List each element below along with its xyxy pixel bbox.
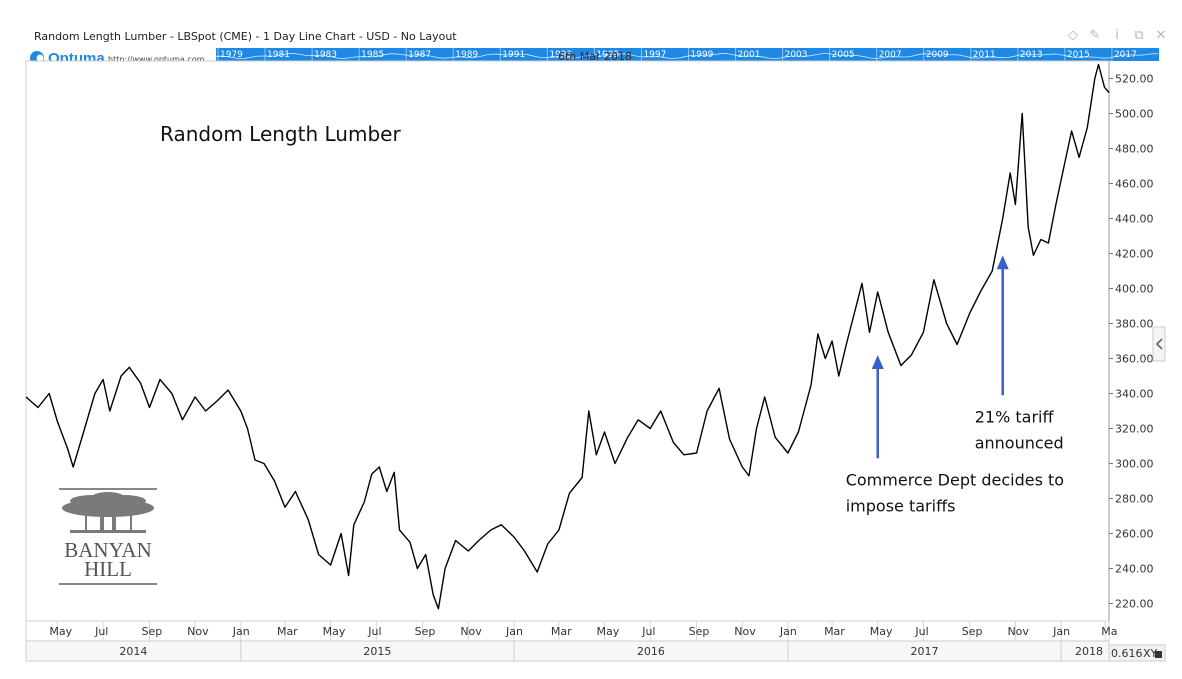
overview-year-label: 2013 (1020, 50, 1043, 60)
month-tick-label: Jan (505, 625, 523, 638)
overview-year-label: 1979 (220, 50, 243, 60)
overview-strip[interactable]: 1979 1981 1983 1985 1987 1989 1991 1993 1995 1997… (215, 48, 1159, 63)
xy-label: XY (1143, 647, 1158, 660)
month-tick-label: Jul (367, 625, 381, 638)
month-tick-label: Nov (734, 625, 756, 638)
year-bands: 2014 2015 2016 2017 2018 (119, 641, 1103, 661)
y-tick-label: 460.00 (1115, 178, 1154, 191)
y-tick-label: 280.00 (1115, 493, 1154, 506)
y-tick-label: 360.00 (1115, 353, 1154, 366)
month-tick-label: Sep (141, 625, 162, 638)
y-tick-label: 220.00 (1115, 598, 1154, 611)
tree-icon (62, 492, 154, 533)
month-tick-label: Mar (277, 625, 298, 638)
month-tick-label: Sep (415, 625, 436, 638)
month-tick-label: May (49, 625, 72, 638)
chevron-left-icon (1155, 338, 1163, 350)
plot-area[interactable] (25, 60, 1110, 622)
y-tick-label: 260.00 (1115, 528, 1154, 541)
month-tick-label: May (323, 625, 346, 638)
window-title: Random Length Lumber - LBSpot (CME) - 1 … (34, 30, 457, 43)
month-ticks: May Jul Sep Nov Jan Mar May Jul Sep Nov Jan Mar May J… (49, 621, 1117, 641)
annotation-text: impose tariffs (846, 496, 956, 515)
overview-year-label: 2015 (1067, 50, 1090, 60)
annotation-arrow-head (871, 355, 884, 369)
month-tick-label: Sep (962, 625, 983, 638)
overview-year-label: 2003 (785, 50, 808, 60)
month-tick-label: May (870, 625, 893, 638)
overview-year-label: 2011 (973, 50, 996, 60)
annotation-arrow-head (996, 255, 1009, 270)
overview-year-label: 2005 (832, 50, 855, 60)
lock-icon (1155, 651, 1162, 658)
month-tick-label: Jan (232, 625, 250, 638)
y-tick-label: 380.00 (1115, 318, 1154, 331)
month-tick-label: Jul (94, 625, 108, 638)
xy-value: 0.616 (1111, 647, 1143, 660)
overview-year-label: 1997 (643, 50, 666, 60)
month-tick-label: Nov (1007, 625, 1029, 638)
brand-line1: BANYAN (64, 538, 152, 562)
overview-year-label: 2001 (738, 50, 761, 60)
panel-toggle[interactable] (1152, 326, 1166, 362)
y-tick-label: 240.00 (1115, 563, 1154, 576)
annotation-text: 21% tariff (975, 407, 1055, 426)
month-tick-label: Mar (824, 625, 845, 638)
y-tick-label: 420.00 (1115, 248, 1154, 261)
month-tick-label: Nov (460, 625, 482, 638)
overview-year-label: 2007 (879, 50, 902, 60)
overview-year-label: 1983 (314, 50, 337, 60)
month-tick-label: Mar (551, 625, 572, 638)
window-controls: ◇ ✎ ⅰ ⧉ ✕ (1066, 27, 1168, 43)
month-tick-label: Sep (689, 625, 710, 638)
xy-readout[interactable]: 0.616 XY (1108, 644, 1166, 662)
year-label: 2015 (363, 645, 391, 658)
overview-date: 6th Mar 2018 (558, 50, 632, 63)
close-icon[interactable]: ✕ (1155, 27, 1167, 42)
y-tick-label: 340.00 (1115, 388, 1154, 401)
info-icon[interactable]: ⅰ (1115, 27, 1119, 42)
y-tick-label: 440.00 (1115, 213, 1154, 226)
year-label: 2016 (637, 645, 665, 658)
chart-title: Random Length Lumber (160, 122, 401, 146)
month-tick-label: May (597, 625, 620, 638)
y-tick-label: 300.00 (1115, 458, 1154, 471)
y-axis: 220.00 240.00 260.00 280.00 300.00 320.00 340.… (1109, 73, 1154, 611)
year-label: 2014 (119, 645, 147, 658)
diamond-icon[interactable]: ◇ (1068, 27, 1078, 42)
y-tick-label: 320.00 (1115, 423, 1154, 436)
month-tick-label: Jan (1052, 625, 1070, 638)
year-label: 2017 (911, 645, 939, 658)
brand-line2: HILL (84, 557, 132, 581)
y-tick-label: 520.00 (1115, 73, 1154, 86)
y-tick-label: 480.00 (1115, 143, 1154, 156)
window-title-bar: Random Length Lumber - LBSpot (CME) - 1 … (0, 0, 1182, 48)
month-tick-label: Jul (914, 625, 928, 638)
series-line (25, 63, 1110, 610)
pin-icon[interactable]: ✎ (1089, 27, 1101, 42)
overview-year-label: 1985 (361, 50, 384, 60)
month-tick-label: Nov (187, 625, 209, 638)
month-tick-label: Jul (641, 625, 655, 638)
banyan-hill-logo: BANYAN HILL (59, 488, 157, 585)
annotations: Commerce Dept decides to impose tariffs 21… (846, 255, 1064, 515)
overview-line (215, 53, 1159, 60)
overview-year-label: 1989 (455, 50, 478, 60)
y-tick-label: 400.00 (1115, 283, 1154, 296)
year-label: 2018 (1075, 645, 1103, 658)
y-tick-label: 500.00 (1115, 108, 1154, 121)
overview-year-label: 1999 (691, 50, 714, 60)
year-axis (25, 640, 1110, 662)
restore-icon[interactable]: ⧉ (1134, 27, 1144, 42)
annotation-text: announced (975, 433, 1064, 452)
overview-year-label: 1993 (549, 50, 572, 60)
overview-years: 1979 1981 1983 1985 1987 1989 1991 1993 1995 1997… (215, 48, 1159, 61)
month-tick-label: Ma (1101, 625, 1117, 638)
overview-year-label: 1981 (267, 50, 290, 60)
annotation-text: Commerce Dept decides to (846, 470, 1064, 489)
month-tick-label: Jan (779, 625, 797, 638)
optuma-url[interactable]: http://www.optuma.com (108, 55, 205, 64)
